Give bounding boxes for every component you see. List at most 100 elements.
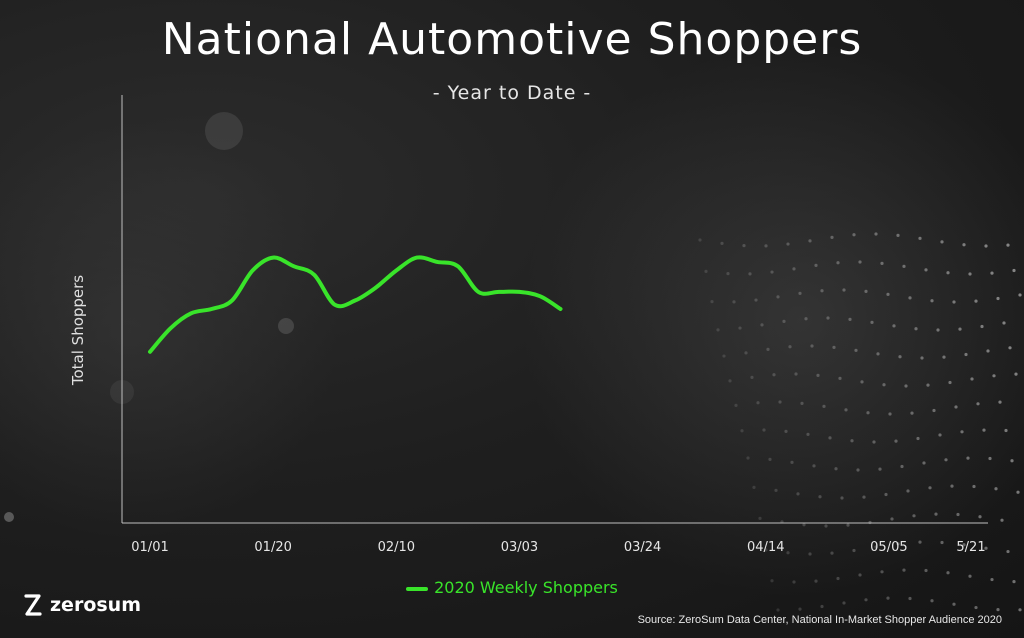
chart-subtitle: - Year to Date - xyxy=(432,82,592,104)
mesh-dot xyxy=(804,317,808,321)
mesh-dot xyxy=(798,291,802,295)
mesh-dot xyxy=(864,598,868,602)
mesh-dot xyxy=(756,401,760,405)
mesh-dot xyxy=(898,355,902,359)
mesh-dot xyxy=(752,485,756,489)
mesh-dot xyxy=(768,457,772,461)
mesh-dot xyxy=(852,548,856,553)
mesh-dot xyxy=(1010,459,1014,463)
mesh-dot xyxy=(862,495,866,499)
mesh-dot xyxy=(996,608,1000,612)
mesh-dot xyxy=(770,579,774,583)
series-lines xyxy=(148,255,563,354)
mesh-dot xyxy=(886,292,890,296)
mesh-dot xyxy=(1004,428,1008,433)
mesh-dot xyxy=(914,327,918,331)
mesh-dot xyxy=(944,458,948,462)
mesh-dot xyxy=(1012,268,1016,273)
legend: 2020 Weekly Shoppers xyxy=(0,578,1024,597)
mesh-dot xyxy=(942,355,946,359)
mesh-dot xyxy=(872,440,876,444)
mesh-dot xyxy=(792,580,796,584)
mesh-dot xyxy=(800,401,804,405)
mesh-dot xyxy=(908,296,912,300)
mesh-dot xyxy=(1014,372,1018,376)
mesh-dot xyxy=(934,512,938,516)
legend-label: 2020 Weekly Shoppers xyxy=(434,578,618,597)
mesh-dot xyxy=(884,492,888,497)
zerosum-logo: zerosum xyxy=(22,592,141,618)
mesh-dot xyxy=(716,328,720,332)
mesh-dot xyxy=(956,512,960,517)
mesh-dot xyxy=(820,289,824,293)
mesh-dot xyxy=(734,403,738,407)
mesh-dot xyxy=(964,352,968,357)
mesh-dot xyxy=(924,268,928,272)
mesh-dot xyxy=(870,320,874,324)
mesh-dot xyxy=(828,436,832,440)
mesh-dot xyxy=(1018,608,1022,612)
mesh-dot xyxy=(992,374,996,378)
mesh-dot xyxy=(974,605,978,610)
mesh-dot xyxy=(886,596,890,600)
mesh-dot xyxy=(968,272,972,276)
mesh-dot xyxy=(880,261,884,265)
mesh-dot xyxy=(946,571,950,575)
mesh-dot xyxy=(888,412,892,416)
mesh-dot xyxy=(940,540,944,545)
mesh-dot xyxy=(698,238,702,242)
mesh-dot xyxy=(962,243,966,247)
mesh-dot xyxy=(972,484,976,489)
mesh-dot xyxy=(980,324,984,329)
mesh-dot xyxy=(758,516,762,520)
mesh-dot xyxy=(892,324,896,328)
mesh-dot xyxy=(1002,321,1006,325)
mesh-dot xyxy=(772,373,776,377)
mesh-dot xyxy=(990,577,994,582)
mesh-dot xyxy=(998,400,1002,404)
mesh-dot xyxy=(824,524,828,528)
x-tick-label: 5/21 xyxy=(956,540,985,555)
mesh-dot xyxy=(890,517,894,521)
mesh-dot xyxy=(836,576,840,581)
mesh-dot xyxy=(878,467,882,471)
mesh-dot xyxy=(894,439,898,443)
zerosum-logo-icon xyxy=(24,594,42,616)
mesh-dot xyxy=(726,271,730,276)
mesh-dot xyxy=(858,260,862,264)
mesh-dot xyxy=(832,345,836,349)
mesh-dot xyxy=(788,345,792,349)
series-line-0 xyxy=(148,255,563,354)
mesh-dot xyxy=(920,356,924,360)
mesh-dot xyxy=(896,542,900,546)
mesh-dot xyxy=(820,604,824,609)
mesh-dot xyxy=(744,351,748,355)
mesh-dot xyxy=(918,236,922,240)
mesh-dot xyxy=(806,432,810,436)
mesh-dot xyxy=(1006,549,1010,554)
mesh-dot xyxy=(916,436,920,441)
mesh-dot xyxy=(830,235,834,239)
mesh-dot xyxy=(900,464,904,469)
mesh-dot xyxy=(988,456,992,461)
mesh-dot xyxy=(908,596,912,601)
mesh-dot xyxy=(866,411,870,415)
mesh-dot xyxy=(930,599,934,603)
x-tick-label: 02/10 xyxy=(378,540,415,555)
mesh-dot xyxy=(760,323,764,327)
mesh-dot xyxy=(738,326,742,330)
mesh-dot xyxy=(930,299,934,303)
mesh-dot xyxy=(958,327,962,331)
mesh-dot xyxy=(922,461,926,465)
mesh-dot xyxy=(946,271,950,275)
mesh-dot xyxy=(792,267,796,271)
mesh-dot xyxy=(976,402,980,406)
mesh-dot xyxy=(842,288,846,292)
mesh-dot xyxy=(848,317,852,321)
mesh-dot xyxy=(764,548,768,552)
mesh-dot xyxy=(962,543,966,547)
mesh-dot xyxy=(906,489,910,493)
mesh-dot xyxy=(912,514,916,518)
source-note: Source: ZeroSum Data Center, National In… xyxy=(637,614,1002,626)
